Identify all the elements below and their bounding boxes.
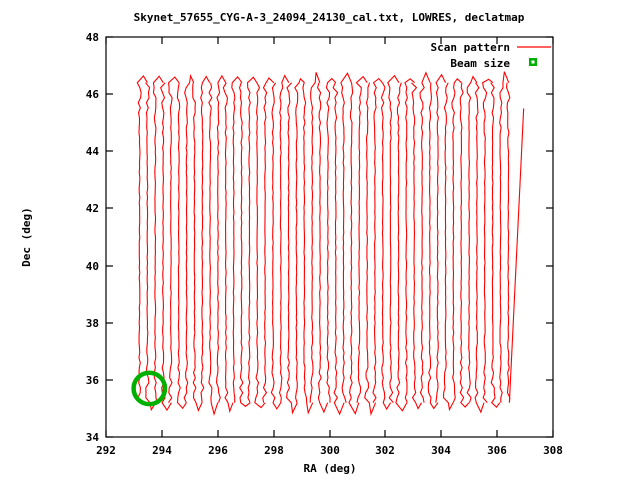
x-tick-label: 296 — [208, 444, 228, 457]
y-axis-tickmarks — [106, 36, 553, 438]
x-tick-label: 292 — [96, 444, 116, 457]
legend-swatch-beam-size — [529, 58, 537, 66]
y-axis-label: Dec (deg) — [20, 207, 33, 267]
x-tick-label: 308 — [543, 444, 563, 457]
x-axis-tick-labels: 292 294 296 298 300 302 304 306 308 — [96, 444, 563, 457]
y-tick-label: 46 — [86, 88, 100, 101]
x-tick-label: 294 — [152, 444, 172, 457]
legend: Scan pattern Beam size — [431, 41, 551, 70]
y-tick-label: 36 — [86, 374, 100, 387]
y-tick-label: 38 — [86, 317, 99, 330]
y-tick-label: 44 — [86, 145, 100, 158]
x-tick-label: 298 — [264, 444, 284, 457]
y-tick-label: 42 — [86, 202, 99, 215]
y-tick-label: 34 — [86, 431, 100, 444]
y-tick-label: 40 — [86, 260, 99, 273]
x-tick-label: 302 — [375, 444, 395, 457]
x-tick-label: 304 — [431, 444, 451, 457]
legend-label-beam-size: Beam size — [450, 57, 510, 70]
x-axis-tickmarks — [105, 37, 554, 437]
beam-size-marker — [131, 370, 168, 407]
x-tick-label: 300 — [320, 444, 340, 457]
page-title: Skynet_57655_CYG-A-3_24094_24130_cal.txt… — [134, 11, 525, 24]
x-tick-label: 306 — [487, 444, 507, 457]
scan-pattern-path — [136, 71, 525, 416]
x-axis-label: RA (deg) — [304, 462, 357, 475]
scan-pattern-trace — [136, 71, 525, 416]
y-axis-tick-labels: 48 46 44 42 40 38 36 34 — [86, 31, 100, 444]
y-tick-label: 48 — [86, 31, 99, 44]
legend-label-scan-pattern: Scan pattern — [431, 41, 510, 54]
